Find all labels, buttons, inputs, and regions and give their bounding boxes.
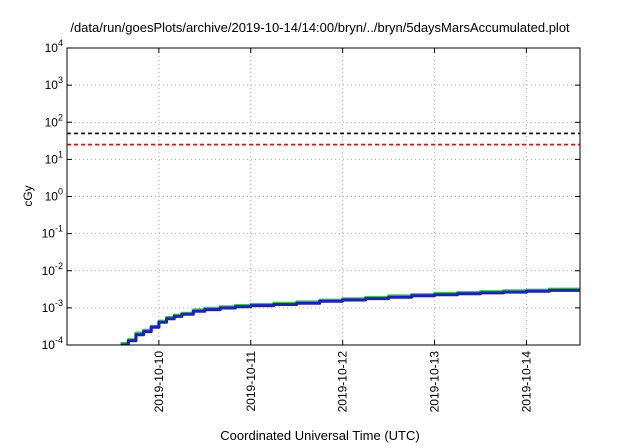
y-tick-label: 10-4 xyxy=(42,335,63,352)
x-axis: 2019-10-10 2019-10-11 2019-10-12 2019-10-13… xyxy=(152,48,533,413)
y-tick-label: 100 xyxy=(45,187,63,204)
chart-title: /data/run/goesPlots/archive/2019-10-14/1… xyxy=(70,20,570,35)
y-axis-label: cGy xyxy=(21,185,35,206)
series-line-2 xyxy=(120,288,580,345)
x-tick-label: 2019-10-11 xyxy=(244,351,258,412)
reference-lines xyxy=(67,132,580,146)
x-tick-label: 2019-10-13 xyxy=(428,351,442,413)
x-tick-label: 2019-10-12 xyxy=(336,351,350,413)
y-tick-label: 101 xyxy=(45,149,63,166)
x-axis-label: Coordinated Universal Time (UTC) xyxy=(220,428,420,443)
series-lines xyxy=(120,287,580,345)
y-tick-label: 10-1 xyxy=(42,224,63,241)
grid xyxy=(67,48,580,345)
y-tick-label: 102 xyxy=(45,112,63,129)
y-tick-label: 103 xyxy=(45,75,63,92)
y-tick-label: 104 xyxy=(45,38,63,55)
x-tick-label: 2019-10-10 xyxy=(152,351,166,413)
y-tick-label: 10-2 xyxy=(42,261,63,278)
y-tick-label: 10-3 xyxy=(42,298,63,315)
x-tick-label: 2019-10-14 xyxy=(519,351,533,413)
